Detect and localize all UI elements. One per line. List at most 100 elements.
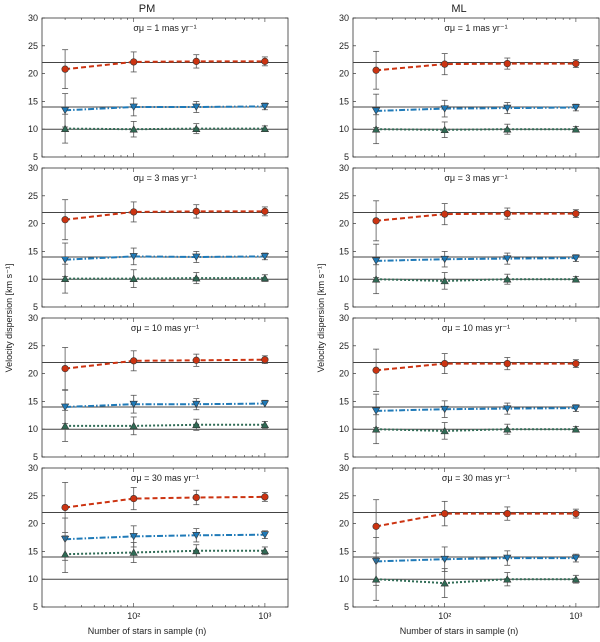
series-red [61,49,269,90]
data-point-green [371,125,381,133]
data-point-red [261,57,269,65]
y-tick-label: 10 [28,274,38,284]
data-point-green [129,125,138,133]
data-point-blue [371,107,381,115]
series-line-blue [376,106,576,112]
data-point-red [572,359,580,368]
series-line-blue [65,105,265,112]
data-point-blue [260,400,270,408]
y-tick-label: 10 [28,424,38,434]
data-point-green [371,425,381,433]
y-tick-label: 10 [339,424,349,434]
series-line-red [376,362,576,372]
series-line-green [376,128,576,131]
y-tick-label: 5 [33,152,38,162]
y-tick-label: 30 [28,313,38,323]
data-point-blue [129,253,138,261]
y-tick-label: 20 [28,219,38,229]
data-point-red [61,364,69,373]
data-point-green [260,546,270,555]
y-tick-label: 10 [339,124,349,134]
series-line-red [375,512,576,528]
series-line-blue [65,402,265,408]
y-tick-label: 30 [339,163,349,173]
data-point-red [130,58,138,66]
x-axis-label-right: Number of stars in sample (n) [400,626,519,636]
data-point-blue [440,105,449,113]
y-tick-label: 15 [28,546,38,556]
data-point-green [503,275,512,283]
data-point-green [440,426,449,435]
panel-pm-2: 5 10 15 20 25 30 σμ = 10 mas yr⁻¹ [28,313,289,462]
series-line-red [64,210,265,221]
y-tick-label: 20 [339,519,349,529]
series-green [60,535,270,573]
y-tick-label: 25 [339,491,349,501]
data-point-red [261,207,269,215]
y-tick-label: 15 [28,96,38,106]
data-point-green [260,274,270,282]
y-tick-label: 30 [339,463,349,473]
panel-frame [352,317,600,458]
series-red [372,200,580,242]
data-point-green [503,425,512,433]
data-point-blue [371,257,381,265]
y-tick-label: 25 [339,191,349,201]
data-point-blue [571,104,581,112]
data-point-blue [503,405,512,413]
series-line-blue [376,257,576,262]
y-axis-label-left: Velocity dispersion [km s⁻¹] [4,264,14,373]
data-point-green [571,125,581,133]
series-blue [371,537,581,586]
data-point-red [372,66,380,74]
data-point-green [571,425,581,433]
series-blue [371,243,581,278]
x-tick-label: 10² [438,611,451,621]
data-point-red [61,65,69,73]
data-point-green [440,276,449,285]
y-tick-label: 10 [339,574,349,584]
data-point-red [503,509,511,518]
data-point-red [503,59,511,68]
data-point-blue [192,531,201,540]
y-tick-label: 25 [28,191,38,201]
y-tick-label: 25 [28,41,38,51]
y-tick-label: 5 [344,302,349,312]
data-point-red [572,59,580,68]
y-tick-label: 30 [28,163,38,173]
series-line-green [376,428,576,432]
column-title-ml: ML [451,3,466,15]
y-tick-label: 10 [28,574,38,584]
panel-pm-0: 5 10 15 20 25 30 σμ = 1 mas yr⁻¹ [28,13,289,162]
data-point-red [130,494,138,503]
panel-pm-3: 5 10 15 20 25 30 10² 10³ σμ = 30 mas yr⁻¹ [28,463,289,621]
data-point-blue [192,400,201,409]
data-point-blue [440,255,449,264]
series-line-green [376,578,576,585]
panel-title: σμ = 10 mas yr⁻¹ [442,323,510,333]
panel-title: σμ = 30 mas yr⁻¹ [442,473,510,483]
data-point-green [503,125,512,133]
data-point-blue [503,104,512,113]
series-line-green [65,549,265,556]
panel-ml-1: 5 10 15 20 25 30 σμ = 3 mas yr⁻¹ [339,163,600,312]
series-line-green [65,423,265,427]
data-point-green [371,575,381,583]
data-point-red [192,57,200,65]
data-point-green [60,550,70,558]
data-point-green [129,274,138,282]
y-tick-label: 25 [28,341,38,351]
data-point-green [260,420,270,429]
panel-title: σμ = 3 mas yr⁻¹ [133,173,196,183]
data-point-blue [571,554,581,563]
series-blue [60,517,270,561]
panel-frame [352,167,600,308]
data-point-blue [503,255,512,263]
data-point-blue [129,400,138,409]
data-point-red [372,217,380,225]
y-tick-label: 5 [344,152,349,162]
data-point-red [192,356,200,364]
data-point-green [440,125,449,134]
y-tick-label: 20 [28,69,38,79]
series-red [61,199,269,241]
